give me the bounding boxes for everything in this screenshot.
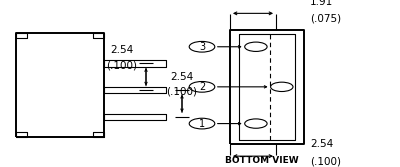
Text: 2.54: 2.54	[170, 72, 194, 82]
Text: (.100): (.100)	[310, 156, 341, 166]
Text: 2.54: 2.54	[310, 139, 333, 149]
Text: (.100): (.100)	[106, 60, 138, 70]
Text: 1: 1	[199, 119, 205, 129]
Text: (.075): (.075)	[310, 13, 341, 23]
Text: (.100): (.100)	[166, 87, 198, 97]
Text: 1.91: 1.91	[310, 0, 333, 7]
Text: 2.54: 2.54	[110, 45, 134, 55]
Text: BOTTOM VIEW: BOTTOM VIEW	[225, 156, 299, 165]
Text: 3: 3	[199, 42, 205, 52]
Text: 2: 2	[199, 82, 205, 92]
